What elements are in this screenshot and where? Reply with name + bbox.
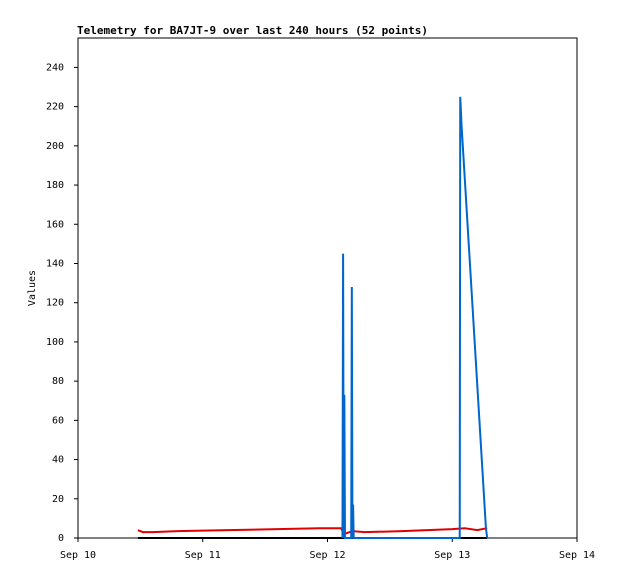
y-tick-label: 120 (46, 298, 64, 309)
x-tick-label: Sep 13 (434, 550, 470, 561)
plot-frame (77, 37, 578, 539)
x-tick-label: Sep 14 (559, 550, 595, 561)
y-tick-label: 240 (46, 62, 64, 73)
x-tick-label: Sep 10 (60, 550, 96, 561)
series-line (341, 96, 489, 539)
y-axis-label: Values (27, 270, 38, 306)
x-tick-label: Sep 11 (185, 550, 221, 561)
y-tick-label: 220 (46, 102, 64, 113)
chart-title: Telemetry for BA7JT-9 over last 240 hour… (77, 24, 428, 37)
y-tick-label: 160 (46, 219, 64, 230)
y-tick-label: 80 (52, 376, 64, 387)
y-tick-label: 0 (58, 533, 64, 544)
y-tick-label: 20 (52, 494, 64, 505)
series-line (137, 527, 488, 536)
y-tick-label: 180 (46, 180, 64, 191)
y-tick-label: 200 (46, 141, 64, 152)
x-tick-label: Sep 12 (309, 550, 345, 561)
y-tick-label: 40 (52, 455, 64, 466)
y-tick-label: 100 (46, 337, 64, 348)
y-tick-label: 60 (52, 415, 64, 426)
y-tick-label: 140 (46, 258, 64, 269)
